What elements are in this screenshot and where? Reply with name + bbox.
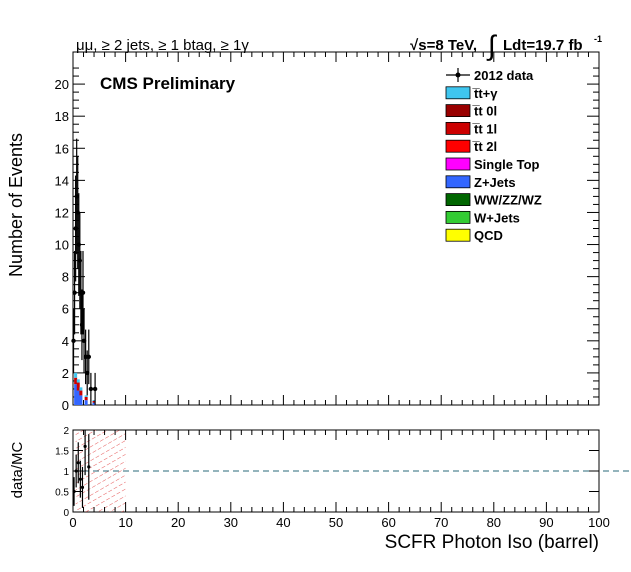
data-point — [88, 386, 94, 392]
mc-bar-zjets — [79, 395, 83, 405]
data-point — [71, 338, 76, 344]
legend-swatch — [445, 139, 471, 153]
chart-title: CMS Preliminary — [100, 74, 236, 93]
y-tick-label: 10 — [55, 238, 69, 253]
x-tick-label: 90 — [539, 515, 553, 530]
mc-bar-zjets — [84, 400, 88, 405]
mc-bar-zjets — [92, 402, 96, 405]
y-tick-label: 8 — [62, 270, 69, 285]
legend-swatch — [445, 175, 471, 189]
mc-bar-tt1l — [84, 396, 88, 401]
ratio-y-tick-label: 0 — [63, 508, 69, 519]
ratio-y-tick-label: 1.5 — [55, 447, 69, 458]
integral-sign: ∫ — [486, 30, 498, 61]
legend-label: Single Top — [474, 157, 540, 172]
main-axis-ticks: 0 2 4 6 8 10 12 14 16 18 20 — [55, 52, 600, 413]
legend-label: t̅t+γ — [472, 86, 498, 101]
ratio-point — [72, 489, 76, 494]
legend-label: QCD — [474, 228, 503, 243]
x-tick-label: 40 — [276, 515, 290, 530]
mc-bar-tt1l — [92, 400, 96, 403]
y-tick-label: 14 — [55, 173, 69, 188]
data-points — [71, 138, 98, 405]
data-point — [80, 290, 86, 295]
legend-swatch — [445, 193, 471, 207]
mc-bar-zjets — [76, 390, 80, 405]
x-tick-label: 50 — [329, 515, 343, 530]
legend-label: 2012 data — [474, 68, 534, 83]
x-tick-label: 70 — [434, 515, 448, 530]
ratio-point — [78, 477, 82, 481]
data-point — [86, 354, 91, 360]
y-tick-label: 6 — [62, 302, 69, 317]
y-tick-label: 4 — [62, 334, 69, 349]
mc-bar-tt1l — [74, 377, 78, 385]
legend-swatch — [445, 104, 471, 117]
legend-swatch — [445, 157, 471, 171]
energy-label: √s=8 TeV, — [410, 37, 477, 54]
mc-bar-tt1l — [76, 382, 80, 391]
mc-bar-ttgamma — [74, 372, 78, 378]
mc-bar-ttgamma — [84, 395, 88, 397]
legend-swatch — [445, 210, 471, 224]
x-tick-label: 30 — [224, 515, 238, 530]
lumi-label: Ldt=19.7 fb — [503, 37, 583, 54]
x-tick-label: 10 — [118, 515, 132, 530]
legend-label: t̅t 2l — [472, 139, 497, 154]
legend: 2012 data t̅t+γ t̅t 0l t̅t 1l t̅t 2l Single T… — [445, 68, 542, 243]
selection-label: μμ, ≥ 2 jets, ≥ 1 btag, ≥ 1γ — [76, 37, 249, 54]
mc-bar-ttgamma — [92, 400, 96, 401]
x-tick-label: 80 — [487, 515, 501, 530]
y-tick-label: 12 — [55, 205, 69, 220]
mc-stack — [74, 372, 96, 405]
legend-label: t̅t 1l — [472, 121, 497, 136]
legend-label: W+Jets — [474, 210, 520, 225]
x-tick-label: 100 — [588, 515, 610, 530]
mc-bar-zjets — [74, 384, 78, 405]
legend-swatch — [445, 228, 471, 242]
x-tick-label: 20 — [171, 515, 185, 530]
ratio-axis-ticks: 00.511.520 10 20 30 40 50 60 70 80 90 100 — [55, 426, 610, 530]
ratio-point — [74, 469, 78, 473]
y-tick-label: 18 — [55, 109, 69, 124]
lumi-exponent: -1 — [594, 34, 602, 44]
mc-bar-ttgamma — [76, 379, 80, 383]
data-point — [72, 290, 77, 295]
legend-data-marker — [455, 72, 461, 78]
y-tick-label: 16 — [55, 141, 69, 156]
legend-label: t̅t 0l — [472, 104, 497, 119]
ratio-y-tick-label: 2 — [63, 426, 69, 437]
data-point — [92, 386, 98, 392]
y-axis-title: Number of Events — [6, 133, 26, 277]
ratio-point — [87, 465, 91, 469]
mc-bar-tt1l — [79, 390, 83, 396]
ratio-point — [83, 444, 87, 448]
legend-swatch — [445, 86, 471, 100]
ratio-y-tick-label: 1 — [63, 467, 69, 478]
legend-label: Z+Jets — [474, 175, 516, 190]
legend-swatch — [445, 122, 471, 135]
y-tick-label: 0 — [62, 398, 69, 413]
x-tick-label: 0 — [69, 515, 76, 530]
ratio-points — [72, 430, 91, 508]
x-axis-title: SCFR Photon Iso (barrel) — [385, 532, 599, 553]
ratio-point — [76, 461, 80, 465]
ratio-y-axis-title: data/MC — [9, 441, 26, 498]
ratio-y-tick-label: 0.5 — [55, 488, 69, 499]
legend-label: WW/ZZ/WZ — [474, 193, 542, 208]
x-tick-label: 60 — [381, 515, 395, 530]
y-tick-label: 20 — [55, 77, 69, 92]
ratio-point — [80, 485, 85, 489]
y-tick-label: 2 — [62, 366, 69, 381]
mc-bar-ttgamma — [79, 387, 83, 391]
